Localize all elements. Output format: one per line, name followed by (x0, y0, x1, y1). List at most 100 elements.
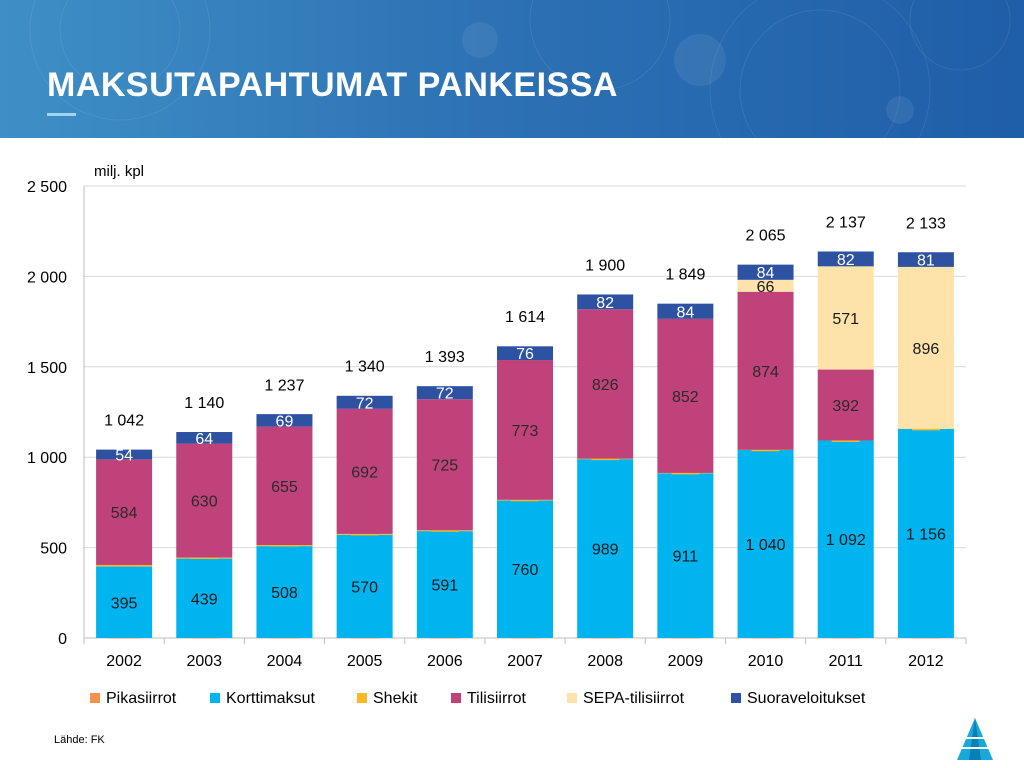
data-label: 1 040 (746, 537, 786, 554)
bar-segment-suoraveloitukset (176, 432, 233, 444)
data-label: 570 (351, 579, 378, 596)
bar-segment-tilisiirrot (657, 318, 714, 473)
bar-segment-suoraveloitukset (336, 395, 393, 409)
bar-segment-suoraveloitukset (416, 386, 473, 400)
bar-segment-korttimaksut (256, 546, 313, 638)
legend-swatch-suoraveloitukset (731, 693, 741, 703)
legend-label: Pikasiirrot (106, 690, 177, 707)
legend-swatch-sepa (567, 693, 577, 703)
x-tick-label: 2006 (427, 653, 463, 670)
data-label: 725 (431, 458, 458, 475)
data-label: 852 (672, 389, 699, 406)
bar-segment-tilisiirrot (817, 369, 874, 441)
total-label: 1 237 (264, 377, 304, 394)
bar-segment-korttimaksut (416, 531, 473, 638)
y-tick-label: 2 000 (27, 269, 67, 286)
x-tick-label: 2012 (908, 653, 944, 670)
data-label: 773 (512, 423, 539, 440)
data-label: 64 (195, 431, 213, 448)
legend-swatch-pikasiirrot (90, 693, 100, 703)
total-label: 1 900 (585, 257, 625, 274)
total-label: 2 065 (746, 228, 786, 245)
total-label: 2 137 (826, 215, 866, 232)
bar-segment-sepa (897, 266, 954, 429)
data-label: 54 (115, 447, 133, 464)
total-label: 1 340 (345, 359, 385, 376)
title-underline (47, 113, 76, 116)
y-unit-label: milj. kpl (94, 163, 144, 180)
bank-of-finland-logo-icon (957, 718, 993, 760)
total-label: 1 849 (665, 267, 705, 284)
bar-segment-tilisiirrot (577, 309, 634, 459)
bar-segment-sepa (737, 279, 794, 292)
legend-label: Korttimaksut (226, 690, 315, 707)
legend-swatch-shekit (357, 693, 367, 703)
y-tick-label: 1 500 (27, 360, 67, 377)
total-label: 1 393 (425, 349, 465, 366)
bar-segment-tilisiirrot (96, 459, 153, 565)
data-label: 826 (592, 377, 619, 394)
x-tick-label: 2010 (748, 653, 784, 670)
bar-segment-tilisiirrot (416, 399, 473, 531)
data-label: 911 (673, 549, 699, 566)
x-tick-label: 2009 (668, 653, 704, 670)
stacked-bar-chart: milj. kpl 0 500 1 000 1 500 2 000 2 500 2002 200… (27, 163, 967, 707)
header-decoration (29, 0, 1011, 138)
x-tick-label: 2003 (186, 653, 222, 670)
bar-segment-korttimaksut (897, 428, 954, 638)
bar-segment-korttimaksut (176, 558, 233, 638)
data-label: 591 (431, 578, 458, 595)
bar-segment-tilisiirrot (176, 443, 233, 558)
bar-segment-suoraveloitukset (657, 303, 714, 319)
y-tick-label: 500 (40, 541, 67, 558)
y-tick-label: 2 500 (27, 179, 67, 196)
x-tick-label: 2004 (267, 653, 303, 670)
data-label: 1 156 (906, 526, 946, 543)
bar-segment-tilisiirrot (336, 408, 393, 534)
x-tick-label: 2011 (829, 653, 864, 670)
x-tick-label: 2002 (106, 653, 142, 670)
bar-segment-suoraveloitukset (577, 294, 634, 310)
data-label: 76 (516, 346, 534, 363)
legend-swatch-korttimaksut (210, 693, 220, 703)
data-label: 630 (191, 494, 218, 511)
bar-segment-tilisiirrot (497, 360, 553, 500)
total-label: 1 140 (184, 395, 224, 412)
bar-segment-tilisiirrot (256, 426, 313, 546)
source-note: Lähde: FK (54, 734, 105, 746)
data-label: 508 (271, 585, 298, 602)
data-label: 896 (913, 341, 940, 358)
bar-segment-suoraveloitukset (897, 252, 954, 267)
data-label: 1 092 (826, 532, 866, 549)
data-label: 760 (512, 562, 539, 579)
page-title: MAKSUTAPAHTUMAT PANKEISSA (47, 66, 618, 104)
legend-label: Tilisiirrot (467, 690, 527, 707)
data-label: 439 (191, 591, 218, 608)
legend-label: Suoraveloitukset (747, 690, 866, 707)
data-label: 81 (917, 253, 935, 270)
data-label: 84 (676, 304, 694, 321)
x-tick-label: 2007 (507, 653, 543, 670)
x-tick-label: 2008 (587, 653, 623, 670)
data-label: 84 (757, 265, 775, 282)
data-label: 571 (832, 311, 859, 328)
y-tick-label: 0 (58, 631, 67, 648)
bar-segment-suoraveloitukset (256, 414, 313, 427)
bar-segment-suoraveloitukset (737, 264, 794, 280)
data-label: 874 (752, 364, 779, 381)
data-label: 692 (351, 464, 378, 481)
bar-segment-korttimaksut (577, 459, 634, 638)
header-banner: MAKSUTAPAHTUMAT PANKEISSA (0, 0, 1024, 138)
bar-segment-tilisiirrot (737, 291, 794, 450)
legend-label: SEPA-tilisiirrot (583, 690, 685, 707)
bar-segment-korttimaksut (96, 566, 153, 638)
bar-segment-suoraveloitukset (497, 346, 553, 361)
total-label: 1 042 (104, 413, 144, 430)
bar-segment-sepa (817, 266, 874, 370)
legend-swatch-tilisiirrot (451, 693, 461, 703)
data-label: 82 (596, 295, 614, 312)
data-label: 989 (592, 542, 619, 559)
data-label: 395 (111, 595, 138, 612)
bar-segment-korttimaksut (817, 440, 874, 638)
data-label: 72 (436, 386, 454, 403)
